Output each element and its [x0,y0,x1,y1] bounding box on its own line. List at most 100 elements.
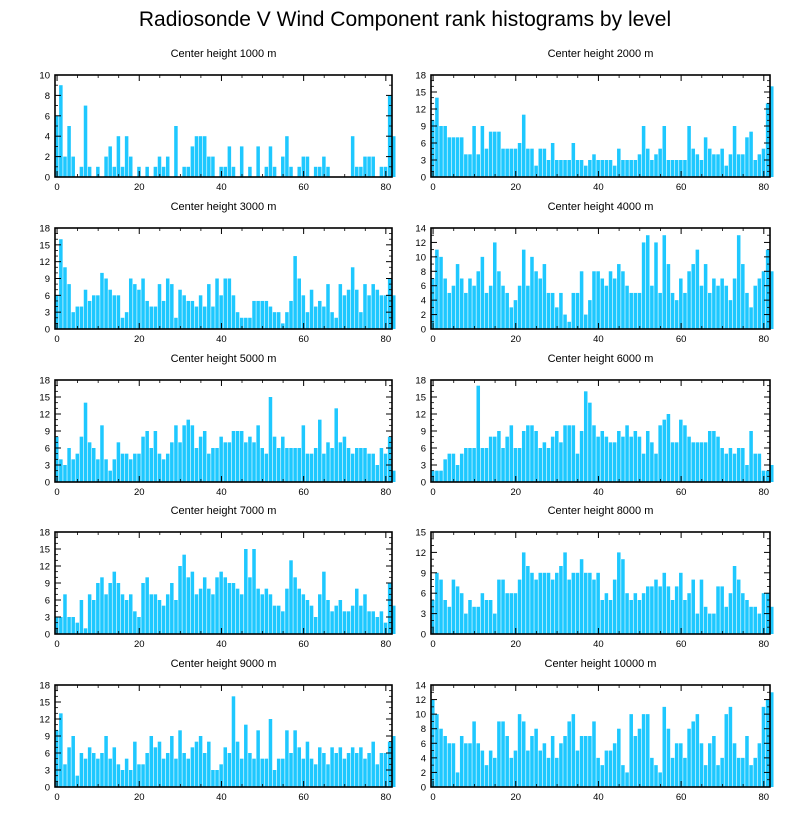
histogram-bar [227,442,232,482]
histogram-bar [297,166,301,177]
histogram-bar [330,747,334,787]
x-tick-label: 0 [430,792,435,803]
histogram-bar [484,448,489,482]
histogram-bar [285,312,289,329]
histogram-bar [104,594,108,634]
histogram-bar [472,606,476,634]
histogram-bar [281,611,285,634]
histogram-bar [161,605,166,634]
histogram-bar [707,743,712,787]
histogram-bar [248,166,252,177]
histogram-bar [579,271,584,329]
histogram-bar [493,436,497,482]
histogram-bar [211,448,215,482]
histogram-bar [728,300,733,329]
histogram-bar [165,156,170,177]
histogram-bar [334,317,338,329]
histogram-bar [604,160,609,177]
histogram-bar [63,267,67,329]
histogram-bar [272,770,277,787]
histogram-bar [583,165,588,177]
histogram-bar [555,572,559,634]
histogram-bar [355,289,359,329]
histogram-bar [383,295,388,329]
y-tick-label: 6 [421,444,426,455]
histogram-bar [703,442,708,482]
histogram-bar [600,160,605,177]
y-tick-label: 9 [45,274,50,285]
y-tick-label: 10 [39,71,50,82]
histogram-bar [641,242,646,329]
histogram-bar [542,743,547,787]
histogram-bar [239,146,244,177]
histogram-bar [182,425,186,482]
histogram-bar [297,278,301,329]
histogram-bar [641,126,646,177]
y-tick-label: 8 [421,267,426,278]
histogram-bar [153,166,158,177]
y-tick-label: 3 [45,613,50,624]
histogram-bar [239,758,244,787]
histogram-bar [509,148,514,177]
histogram-bar [637,154,642,177]
histogram-bar [305,741,310,787]
histogram-panel: Center height 3000 m 0 20 40 60 80 0 3 6 9 12 15 18 [39,201,396,345]
y-tick-label: 14 [415,681,426,692]
histogram-bar [699,160,704,177]
histogram-bar [149,448,154,482]
histogram-bar [732,453,737,482]
histogram-bar [716,586,720,634]
histogram-bar [604,436,609,482]
histogram-bar [431,278,435,329]
histogram-bar [207,284,211,329]
histogram-bar [588,160,592,177]
histogram-bar [571,143,576,177]
histogram-bar [326,284,330,329]
histogram-bar [301,156,306,177]
histogram-bar [96,459,100,482]
histogram-bar [641,714,646,787]
histogram-bar [736,448,741,482]
histogram-bar [153,306,158,329]
histogram-bar [443,600,447,634]
histogram-bar [346,448,351,482]
histogram-bar [392,295,396,329]
histogram-bar [350,747,355,787]
histogram-bar [67,747,71,787]
y-tick-label: 9 [45,579,50,590]
histogram-bar [542,264,547,329]
histogram-bar [741,264,745,329]
histogram-bar [707,148,712,177]
histogram-bar [145,300,149,329]
y-tick-label: 3 [421,461,426,472]
histogram-bar [447,606,452,634]
histogram-bar [741,757,745,787]
histogram-bar [128,459,133,482]
histogram-bar [63,465,67,482]
histogram-bar [484,148,489,177]
y-tick-label: 10 [415,710,426,721]
histogram-bar [571,572,576,634]
x-tick-label: 40 [216,182,227,193]
histogram-bar [124,136,129,177]
histogram-bar [248,317,252,329]
histogram-bar [260,300,264,329]
histogram-bar [464,743,468,787]
histogram-bar [334,753,338,787]
histogram-bar [447,453,452,482]
histogram-bar [575,750,580,787]
histogram-bar [59,85,63,177]
histogram-bar [318,166,322,177]
histogram-bar [248,577,252,634]
histogram-bar [455,137,460,177]
histogram-bar [281,436,285,482]
histogram-bar [497,271,501,329]
histogram-bar [182,166,186,177]
histogram-bar [674,586,679,634]
histogram-bar [133,284,137,329]
y-tick-label: 9 [421,122,426,133]
x-tick-label: 80 [381,792,392,803]
histogram-bar [575,292,580,329]
histogram-bar [567,721,571,787]
histogram-bar [223,278,228,329]
